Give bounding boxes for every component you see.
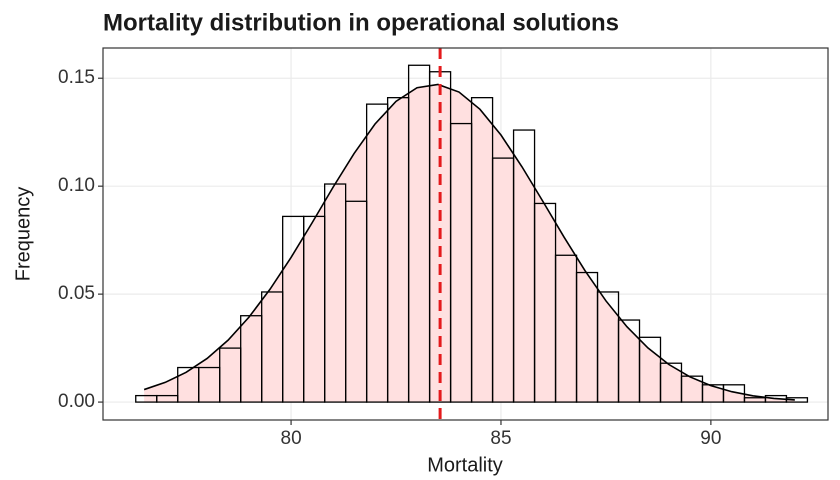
y-axis-label: Frequency — [12, 187, 34, 282]
density-area — [144, 84, 795, 403]
chart-title: Mortality distribution in operational so… — [103, 9, 619, 36]
x-axis-label: Mortality — [427, 454, 503, 476]
x-tick-label: 80 — [281, 428, 302, 449]
x-tick-label: 85 — [490, 428, 511, 449]
panel-border — [102, 47, 829, 421]
y-tick-label: 0.10 — [58, 175, 95, 196]
density-line — [143, 83, 795, 401]
x-tick-label: 90 — [700, 428, 721, 449]
y-tick-label: 0.00 — [58, 391, 95, 412]
y-tick-label: 0.15 — [58, 67, 95, 88]
y-tick-label: 0.05 — [58, 283, 95, 304]
